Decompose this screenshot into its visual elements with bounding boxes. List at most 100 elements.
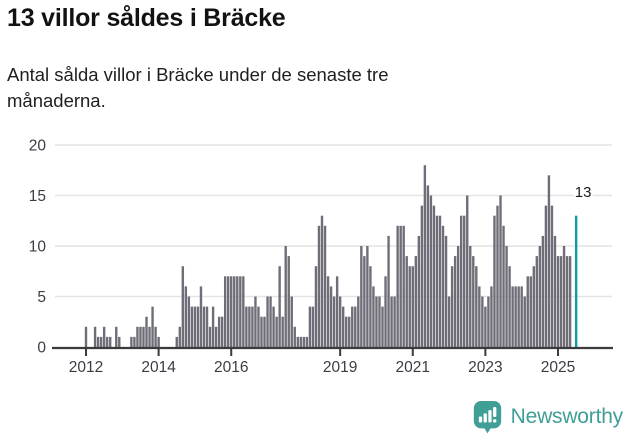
bar	[366, 246, 369, 347]
bar	[154, 326, 157, 347]
bar	[360, 246, 363, 347]
bar	[190, 306, 194, 347]
bar	[341, 306, 345, 347]
bar	[408, 266, 411, 347]
bar	[529, 276, 532, 347]
bar	[345, 316, 348, 347]
bar	[453, 256, 457, 347]
bar	[441, 225, 445, 347]
bar	[559, 256, 563, 347]
bar	[130, 336, 133, 347]
x-axis-tick-label: 2014	[141, 359, 176, 376]
bar	[145, 316, 148, 347]
bar	[314, 266, 318, 347]
bar	[105, 336, 109, 347]
bar	[142, 326, 145, 347]
bar	[475, 266, 478, 347]
bar	[326, 276, 330, 347]
bar	[417, 235, 421, 347]
bar	[553, 235, 557, 347]
bar	[175, 336, 178, 347]
bar	[511, 286, 514, 347]
bar	[263, 316, 266, 347]
bar	[96, 336, 100, 347]
bar	[284, 246, 287, 347]
bar	[514, 286, 517, 347]
bar	[550, 205, 554, 347]
bar	[538, 246, 542, 347]
bar	[302, 336, 306, 347]
bar	[487, 296, 490, 347]
bar	[390, 296, 393, 347]
bar	[308, 306, 312, 347]
bar	[205, 306, 209, 347]
bar	[372, 286, 375, 347]
bar	[157, 336, 160, 347]
bar	[429, 195, 433, 347]
bar	[556, 256, 560, 347]
bar	[178, 326, 181, 347]
bar	[211, 306, 215, 347]
bar	[99, 336, 103, 347]
bar	[375, 296, 378, 347]
bar	[568, 256, 572, 347]
bar	[214, 326, 218, 347]
bar-chart: 0 5 10 15 20 2012 2014 2016 2019 2021 2023 2025 13	[29, 138, 613, 376]
bar	[384, 276, 387, 347]
brand-footer: Newsworthy	[472, 400, 623, 434]
bar	[208, 326, 212, 347]
bar	[305, 336, 309, 347]
x-axis-tick-label: 2023	[468, 359, 502, 376]
bar	[133, 336, 136, 347]
bar	[469, 246, 472, 347]
bar	[242, 276, 245, 347]
bar	[223, 276, 227, 347]
brand-name: Newsworthy	[510, 405, 624, 428]
bar	[562, 246, 566, 347]
bar	[414, 256, 417, 347]
bar	[320, 215, 324, 347]
bar	[287, 256, 290, 347]
newsworthy-logo-icon	[473, 401, 501, 434]
bar	[118, 336, 121, 347]
bar	[245, 306, 248, 347]
bar	[296, 336, 299, 347]
bar	[478, 286, 481, 347]
bar	[463, 215, 466, 347]
bar	[299, 336, 303, 347]
x-axis-tick-label: 2025	[541, 359, 575, 376]
bar	[236, 276, 239, 347]
bar	[239, 276, 242, 347]
bar	[217, 316, 221, 347]
bar	[254, 296, 257, 347]
bar	[290, 296, 293, 347]
bar	[317, 225, 321, 347]
bar	[444, 235, 448, 347]
bar	[151, 306, 154, 347]
bar	[447, 296, 451, 347]
bar	[499, 195, 502, 347]
bar	[502, 225, 505, 347]
bar	[490, 286, 493, 347]
bar	[278, 266, 281, 347]
bar	[456, 246, 460, 347]
bar	[351, 306, 354, 347]
bar	[369, 266, 372, 347]
bar	[181, 266, 185, 347]
x-axis-tick-label: 2016	[214, 359, 248, 376]
bar	[523, 296, 526, 347]
bar	[109, 336, 112, 347]
bar	[260, 316, 263, 347]
last-value-annotation: 13	[575, 184, 592, 201]
bar	[275, 316, 278, 347]
bar	[535, 256, 539, 347]
bar	[230, 276, 233, 347]
bar	[357, 296, 360, 347]
bar	[423, 165, 427, 347]
bar	[532, 266, 535, 347]
bar	[505, 246, 508, 347]
y-axis-tick-label: 20	[29, 138, 47, 155]
bar	[148, 326, 151, 347]
highlight-bar	[574, 215, 578, 347]
